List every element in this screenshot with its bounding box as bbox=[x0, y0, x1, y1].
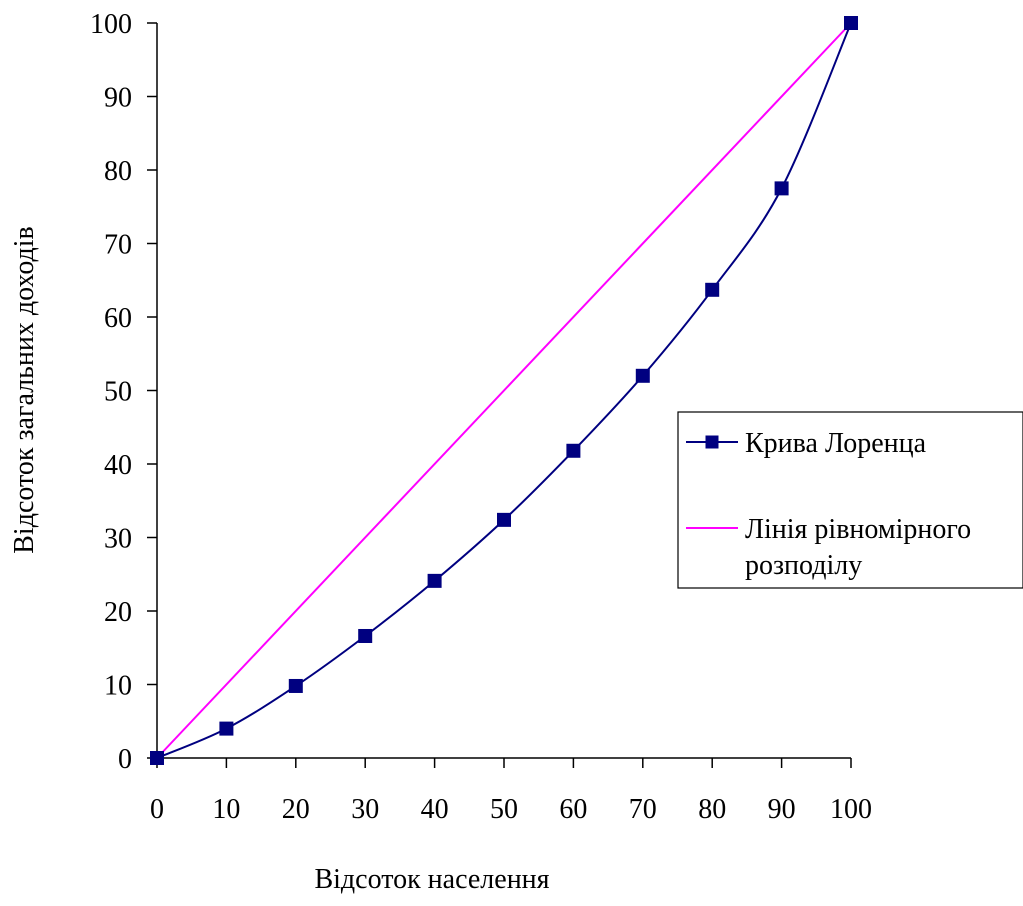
y-tick-label: 20 bbox=[104, 597, 132, 628]
axis-ticks: 0 10 20 30 40 50 60 70 80 90 100 0 10 20 30 40 50 60 70 80 9… bbox=[90, 9, 872, 825]
lorenz-point-marker bbox=[288, 678, 303, 693]
legend-label-equality-line2: розподілу bbox=[745, 550, 862, 581]
y-tick-label: 30 bbox=[104, 524, 132, 555]
lorenz-point-marker bbox=[497, 512, 511, 527]
x-tick-label: 50 bbox=[490, 794, 518, 825]
lorenz-point-marker bbox=[150, 751, 164, 765]
x-tick-label: 20 bbox=[282, 794, 310, 825]
x-tick-label: 80 bbox=[698, 794, 726, 825]
y-tick-label: 50 bbox=[104, 377, 132, 408]
legend-label-lorenz: Крива Лоренца bbox=[745, 428, 927, 459]
legend-label-equality-line1: Лінія рівномірного bbox=[745, 514, 971, 545]
lorenz-point-marker bbox=[358, 628, 373, 643]
lorenz-point-marker bbox=[705, 282, 720, 297]
plot-series bbox=[150, 16, 858, 765]
y-tick-label: 80 bbox=[104, 156, 132, 187]
x-tick-label: 60 bbox=[559, 794, 587, 825]
legend: Крива Лоренца Лінія рівномірного розподі… bbox=[677, 411, 1023, 589]
lorenz-point-marker bbox=[844, 16, 858, 30]
x-tick-label: 100 bbox=[830, 794, 872, 825]
lorenz-point-marker bbox=[774, 181, 789, 196]
legend-marker-lorenz bbox=[705, 435, 719, 449]
y-tick-label: 70 bbox=[104, 230, 132, 261]
equality-line bbox=[156, 22, 852, 759]
legend-label-equality: Лінія рівномірного розподілу bbox=[745, 514, 978, 581]
lorenz-point-marker bbox=[219, 721, 234, 736]
x-tick-label: 90 bbox=[768, 794, 796, 825]
y-tick-label: 100 bbox=[90, 9, 132, 40]
x-axis-title: Відсоток населення bbox=[314, 864, 549, 895]
y-tick-label: 60 bbox=[104, 303, 132, 334]
lorenz-point-marker bbox=[635, 368, 650, 383]
y-tick-label: 90 bbox=[104, 83, 132, 114]
lorenz-point-marker bbox=[566, 443, 581, 458]
x-tick-label: 0 bbox=[150, 794, 164, 825]
x-tick-label: 10 bbox=[212, 794, 240, 825]
y-tick-label: 10 bbox=[104, 671, 132, 702]
lorenz-point-marker bbox=[427, 573, 442, 588]
y-tick-label: 0 bbox=[118, 744, 132, 775]
x-tick-label: 40 bbox=[421, 794, 449, 825]
y-axis-title: Відсоток загальних доходів bbox=[9, 226, 40, 554]
x-tick-label: 30 bbox=[351, 794, 379, 825]
y-tick-label: 40 bbox=[104, 450, 132, 481]
x-tick-label: 70 bbox=[629, 794, 657, 825]
